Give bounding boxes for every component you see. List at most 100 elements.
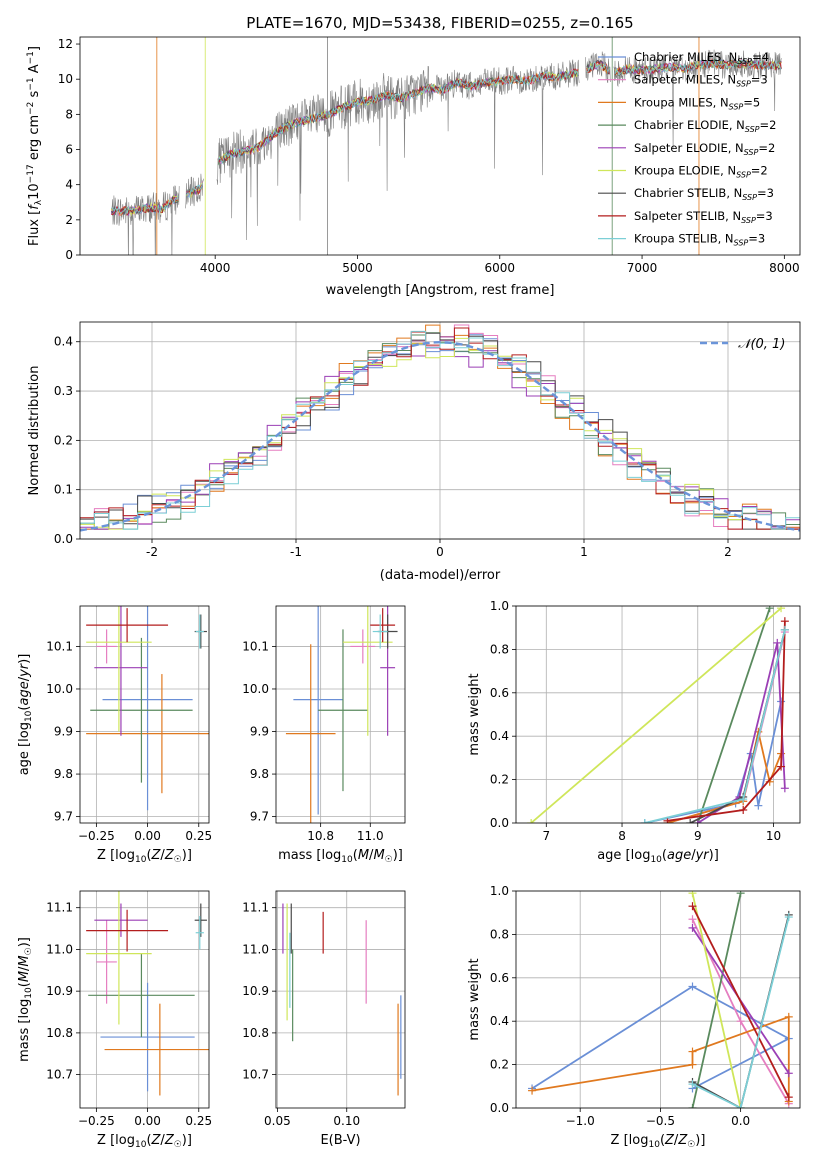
y-axis-label: age [log10(age/yr)] [17,654,34,776]
plot-area [528,891,793,1108]
y-tick-label: 0.2 [490,1058,509,1072]
y-tick-label: 0.2 [490,773,509,787]
point-salpeter-stelib [86,608,169,643]
series-salpeter-miles [663,628,789,823]
point-chabrier-elodie [318,629,368,792]
y-tick-label: 9.8 [250,767,269,781]
y-tick-label: 10.1 [242,639,269,653]
panel-mass-vs-z: −0.25 0.00 0.25 10.7 10.8 10.9 11.0 11.1 Z [log1… [17,890,212,1150]
x-axis-label: (data-model)/error [380,568,501,583]
x-tick-label: −0.25 [78,1114,115,1128]
point-kroupa-elodie [86,891,152,1025]
axes-frame [275,605,406,824]
panels: 4000 5000 6000 7000 8000024681012wavelength … [17,36,801,1150]
point-kroupa-miles [104,1003,209,1096]
y-tick-label: 10.9 [242,984,269,998]
series-line [667,631,786,823]
data-point [693,819,702,823]
y-tick-label: 10.8 [46,1026,73,1040]
plot-area [527,606,789,823]
data-point [688,1047,697,1056]
panel-spectrum: 4000 5000 6000 7000 8000 0 2 4 6 8 10 12 wavelength … [26,36,801,298]
x-tick-label: -2 [146,545,158,559]
point-chabrier-miles [102,606,193,811]
x-tick-label: 7000 [627,261,658,275]
data-point [739,795,748,804]
histogram-kroupa-elodie [80,337,800,530]
legend: 𝒩(0, 1) [700,337,785,352]
axes-frame [275,890,406,1109]
x-axis-label: Z [log10(Z/Z☉)] [97,848,192,865]
x-axis-label: Z [log10(Z/Z☉)] [611,1133,706,1150]
data-point [780,617,789,626]
model-spectrum-kroupa-stelib [111,58,782,215]
series-kroupa-miles [528,1012,793,1106]
x-tick-label: −1.0 [566,1114,595,1128]
axes-frame [79,321,801,540]
point-chabrier-stelib [194,903,207,937]
data-point [640,819,649,823]
y-tick-label: 10 [58,72,73,86]
gridlines [80,891,209,1108]
panel-mass-vs-ebv: 0.05 0.10 10.7 10.8 10.9 11.0 11.1 E(B-V) [242,890,406,1148]
x-tick-label: 0.25 [185,1114,212,1128]
y-axis-label: mass [log10(M/M☉)] [17,937,34,1062]
y-axis-label: mass weight [467,958,482,1040]
point-salpeter-stelib [86,909,169,952]
data-point [765,606,774,613]
y-tick-label: 9.8 [54,767,73,781]
point-kroupa-stelib [372,614,388,649]
y-tick-label: 9.7 [54,810,73,824]
point-chabrier-miles [293,606,343,815]
y-tick-label: 0.6 [490,971,509,985]
y-tick-label: 11.0 [242,942,269,956]
x-tick-label: 8 [618,829,626,843]
y-axis-label: mass weight [467,673,482,755]
plot-area [285,606,398,823]
y-tick-label: 0.0 [490,816,509,830]
legend-entry: Salpeter STELIB, NSSP=3 [634,209,773,225]
axes-frame [79,890,210,1109]
point-kroupa-elodie [86,606,152,732]
y-tick-label: 0.2 [54,433,73,447]
y-tick-label: 10.7 [242,1068,269,1082]
x-tick-label: 5000 [342,261,373,275]
point-kroupa-stelib [195,916,204,950]
series-kroupa-stelib [640,625,789,823]
histogram-salpeter-stelib [80,327,800,530]
gridlines [80,606,209,823]
series-kroupa-elodie [527,606,786,823]
point-salpeter-miles [96,629,117,664]
series-line [644,629,786,823]
x-tick-label: 0.00 [134,829,161,843]
legend-entry: Chabrier MILES, NSSP=4 [634,50,769,66]
plot-area [110,37,782,255]
gridlines [276,606,405,823]
data-point [736,1017,745,1026]
axes-frame [515,605,801,824]
histogram-kroupa-stelib [80,330,800,530]
point-salpeter-miles [350,629,376,664]
y-tick-label: 0.3 [54,384,73,398]
data-point [736,1104,745,1108]
legend-entry: 𝒩(0, 1) [738,337,785,352]
panel-mass-weight-vs-age: 7 8 9 10 0.0 0.2 0.4 0.6 0.8 1.0 age [log10(age/yr… [467,599,801,865]
x-tick-label: 4000 [200,261,231,275]
data-point [777,606,786,613]
y-tick-label: 11.1 [46,901,73,915]
series-line [530,607,782,823]
data-point [780,625,789,634]
data-point [754,801,763,810]
data-point [736,891,745,898]
figure-title: PLATE=1670, MJD=53438, FIBERID=0255, z=0… [246,14,633,32]
y-tick-label: 0.4 [490,729,509,743]
data-point [688,915,697,924]
data-point [688,982,697,991]
plot-area [80,324,800,532]
legend: Chabrier MILES, NSSP=4 Salpeter MILES, NS… [598,50,776,248]
point-salpeter-miles [96,920,117,1004]
series-line [644,701,782,823]
legend-entry: Salpeter MILES, NSSP=3 [634,73,768,89]
y-tick-label: 11.0 [46,942,73,956]
